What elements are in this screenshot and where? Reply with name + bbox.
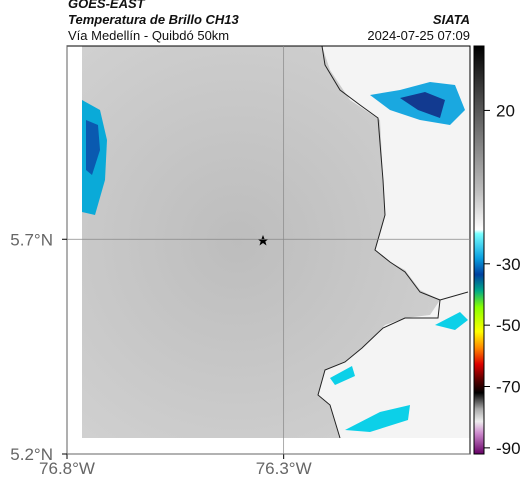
map-image <box>66 45 471 455</box>
colorbar-tick-label: -90 <box>496 439 521 458</box>
y-tick-label: 5.2°N <box>10 445 53 464</box>
colorbar-tick-label: 20 <box>496 101 515 120</box>
x-tick-label: 76.8°W <box>39 459 95 478</box>
y-tick-label: 5.7°N <box>10 230 53 249</box>
datetime: 2024-07-25 07:09 <box>367 28 470 43</box>
subtitle: Vía Medellín - Quibdó 50km <box>68 28 229 43</box>
x-tick-label: 76.3°W <box>256 459 312 478</box>
source: SIATA <box>433 12 470 27</box>
colorbar <box>473 45 485 455</box>
colorbar-tick-label: -50 <box>496 316 521 335</box>
colorbar-tick-label: -30 <box>496 255 521 274</box>
satellite: GOES-EAST <box>68 0 146 11</box>
title: Temperatura de Brillo CH13 <box>68 12 240 27</box>
colorbar-tick-label: -70 <box>496 378 521 397</box>
